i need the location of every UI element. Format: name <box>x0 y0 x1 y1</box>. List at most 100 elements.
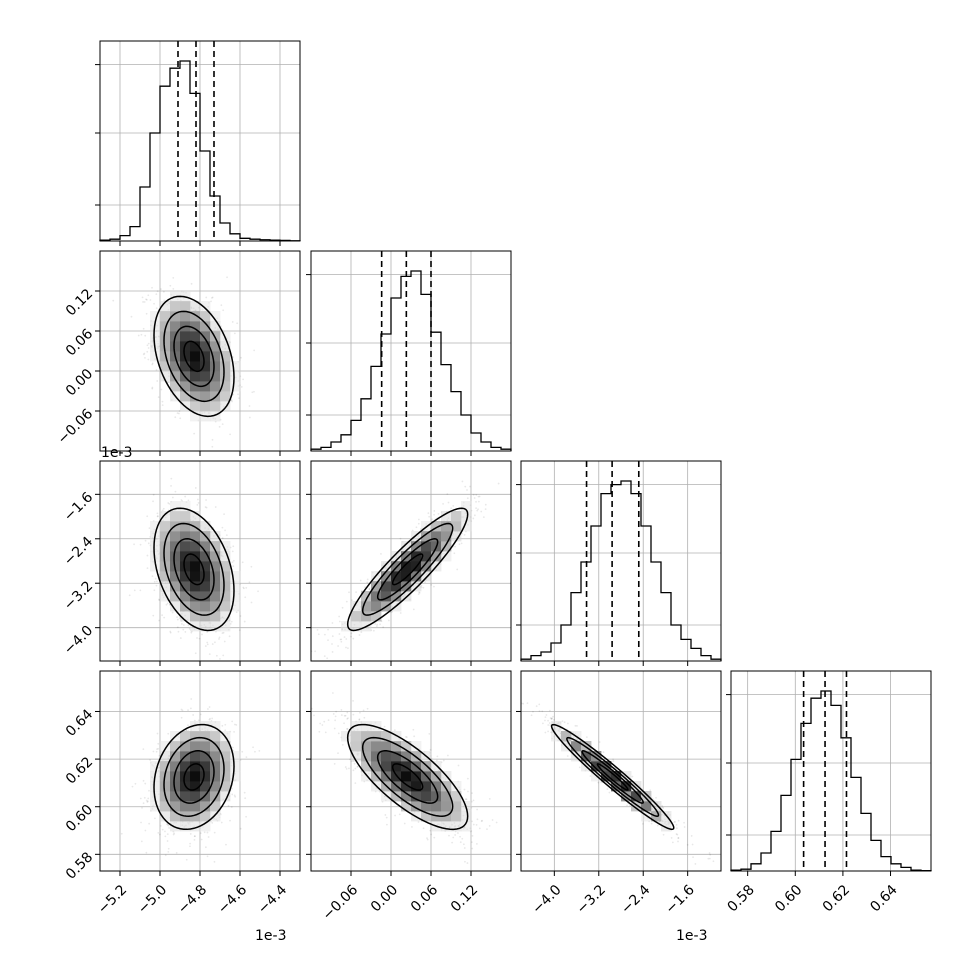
sample-point <box>189 707 192 710</box>
sample-point <box>235 673 237 675</box>
sample-point <box>239 615 242 617</box>
sample-point <box>427 512 430 515</box>
sample-point <box>218 425 221 428</box>
sample-point <box>143 301 146 303</box>
sample-point <box>360 631 363 634</box>
sample-point <box>147 294 150 297</box>
sample-point <box>157 742 160 745</box>
density-cell <box>381 561 392 572</box>
sample-point <box>338 620 341 623</box>
sample-point <box>206 641 209 644</box>
density-cell <box>200 391 211 402</box>
sample-point <box>184 495 187 498</box>
density-cell <box>351 621 362 632</box>
density-cell <box>170 361 181 372</box>
density-cell <box>210 751 221 762</box>
sample-point <box>233 794 236 797</box>
density-cell <box>170 761 181 772</box>
sample-point <box>206 855 209 858</box>
contour-line <box>346 507 469 632</box>
histogram-panel-0 <box>95 40 301 246</box>
sample-point <box>323 633 326 636</box>
sample-point <box>484 503 487 506</box>
sample-point <box>152 614 155 617</box>
density-cell <box>220 741 231 752</box>
histogram-panel-2 <box>516 460 722 666</box>
density-cell <box>160 521 171 532</box>
density-cell <box>160 311 171 322</box>
sample-point <box>171 611 174 614</box>
sample-point <box>257 590 259 593</box>
density-cell <box>180 611 191 622</box>
sample-point <box>415 526 418 529</box>
sample-point <box>232 559 235 562</box>
density-cell <box>210 731 221 742</box>
sample-point <box>197 502 200 504</box>
contour-line <box>376 538 439 601</box>
density-cell <box>160 511 171 522</box>
sample-point <box>347 647 349 650</box>
density-cell <box>200 521 211 532</box>
sample-point <box>231 321 234 323</box>
sample-point <box>473 514 476 517</box>
sample-point <box>368 588 371 591</box>
density-cell <box>190 311 201 322</box>
density-cell <box>220 581 231 592</box>
density-panel-1-2 <box>306 460 512 666</box>
density-cell <box>150 331 161 342</box>
sample-point <box>224 529 226 532</box>
sample-point <box>340 638 343 641</box>
sample-point <box>224 729 227 732</box>
sample-point <box>172 276 175 279</box>
sample-point <box>327 639 329 642</box>
sample-point <box>208 718 211 721</box>
density-cell <box>200 611 211 622</box>
sample-point <box>146 567 149 570</box>
sample-point <box>433 513 435 516</box>
density-cell <box>190 351 201 362</box>
density-cell <box>160 551 171 562</box>
sample-point <box>161 400 164 403</box>
sample-point <box>211 821 214 824</box>
density-cell <box>160 761 171 772</box>
sample-point <box>222 309 225 312</box>
sample-point <box>157 831 160 834</box>
density-cell <box>210 321 221 332</box>
x-tick-label: −5.0 <box>135 882 170 917</box>
density-cell <box>341 621 352 632</box>
sample-point <box>156 512 159 515</box>
sample-point <box>248 581 251 584</box>
sample-point <box>446 493 449 496</box>
sample-point <box>213 860 216 863</box>
sample-point <box>142 779 145 782</box>
sample-point <box>148 789 150 792</box>
density-content <box>311 675 498 864</box>
sample-point <box>180 716 183 719</box>
density-cell <box>160 301 171 312</box>
sample-point <box>192 714 195 716</box>
sample-point <box>167 732 170 735</box>
density-cell <box>190 611 201 622</box>
sample-point <box>464 485 467 488</box>
sample-point <box>140 840 143 843</box>
density-cell <box>200 741 211 752</box>
density-cell <box>190 391 201 402</box>
density-cell <box>150 801 161 812</box>
sample-point <box>203 831 206 834</box>
density-cell <box>200 301 211 312</box>
sample-point <box>350 635 352 638</box>
sample-point <box>183 459 185 461</box>
sample-point <box>222 654 225 657</box>
sample-point <box>206 631 209 633</box>
density-cell <box>190 371 201 382</box>
sample-point <box>153 302 155 305</box>
density-cell <box>371 581 382 592</box>
sample-point <box>139 797 142 800</box>
sample-point <box>399 612 402 614</box>
density-content <box>311 480 500 660</box>
density-cell <box>170 321 181 332</box>
sample-point <box>230 806 233 808</box>
y-tick-label: 0.58 <box>63 849 96 882</box>
sample-point <box>413 735 416 738</box>
sample-point <box>219 325 222 327</box>
